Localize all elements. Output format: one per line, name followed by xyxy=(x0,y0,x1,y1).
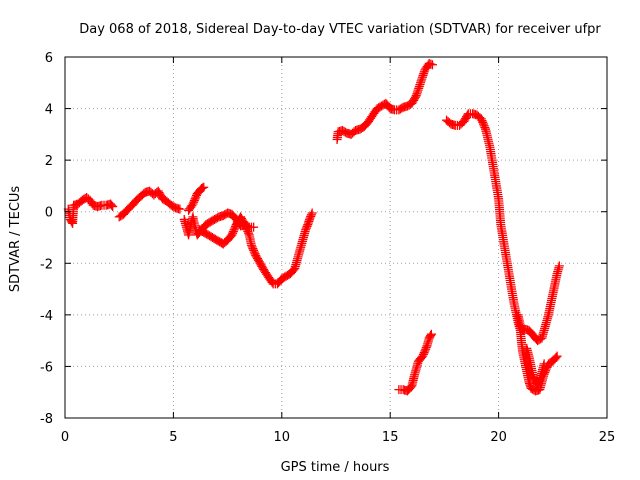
y-tick-label: -8 xyxy=(40,412,53,427)
data-point-marker xyxy=(534,376,544,386)
x-tick-label: 0 xyxy=(61,430,69,445)
data-point-marker xyxy=(306,210,316,220)
y-tick-label: 2 xyxy=(45,154,53,169)
data-point-marker xyxy=(199,182,209,192)
data-point-marker xyxy=(552,351,562,361)
data-point-marker xyxy=(307,208,317,218)
data-point-marker xyxy=(249,222,259,232)
y-tick-label: 0 xyxy=(45,206,53,221)
y-tick-label: -4 xyxy=(40,309,53,324)
axis-ticks xyxy=(64,56,608,419)
data-point-marker xyxy=(539,359,549,369)
x-axis-label: GPS time / hours xyxy=(281,460,390,475)
data-point-marker xyxy=(480,122,490,132)
tick-labels: 0 5 10 15 20 25 -8 -6 -4 -2 0 2 4 6 xyxy=(40,51,615,445)
data-point-marker xyxy=(244,228,254,238)
data-points xyxy=(63,58,564,396)
data-point-marker xyxy=(107,200,117,210)
data-point-marker xyxy=(427,60,437,70)
y-tick-label: -6 xyxy=(40,360,53,375)
chart-title: Day 068 of 2018, Sidereal Day-to-day VTE… xyxy=(79,22,601,37)
x-tick-label: 20 xyxy=(490,430,507,445)
data-point-marker xyxy=(426,330,436,340)
data-point-marker xyxy=(421,343,431,353)
data-point-marker xyxy=(108,202,118,212)
data-point-marker xyxy=(554,261,564,271)
data-point-marker xyxy=(175,204,185,214)
y-tick-label: 4 xyxy=(45,103,53,118)
y-tick-label: 6 xyxy=(45,51,53,66)
y-axis-label: SDTVAR / TECUs xyxy=(8,186,23,293)
x-tick-label: 15 xyxy=(382,430,399,445)
data-point-marker xyxy=(426,329,436,339)
x-tick-label: 10 xyxy=(274,430,291,445)
y-tick-label: -2 xyxy=(40,257,53,272)
plot-frame xyxy=(64,56,608,419)
x-tick-label: 5 xyxy=(169,430,177,445)
x-tick-label: 25 xyxy=(599,430,616,445)
data-point-marker xyxy=(551,352,561,362)
